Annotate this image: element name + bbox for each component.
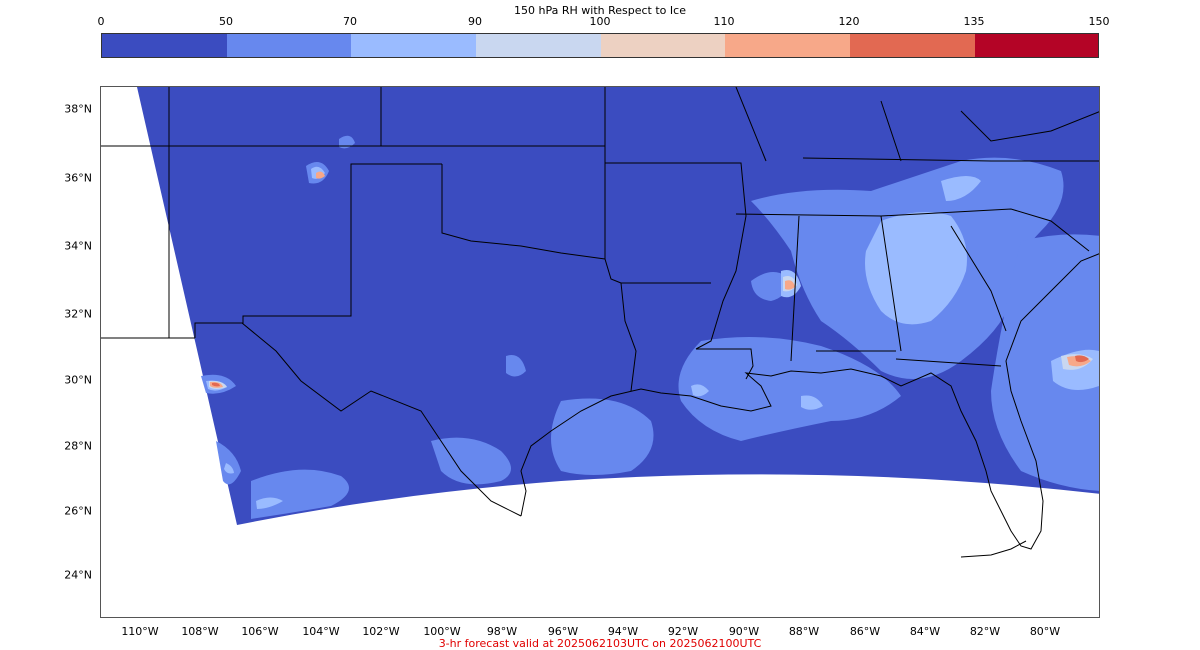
lon-label: 82°W xyxy=(969,625,1001,638)
rh-contours-120-plus xyxy=(212,355,1089,387)
colorbar-segment xyxy=(601,34,725,57)
coastline xyxy=(520,253,1099,558)
lon-label: 80°W xyxy=(1029,625,1061,638)
lat-label: 36°N xyxy=(64,171,92,185)
colorbar-segment xyxy=(725,34,850,57)
lat-label: 32°N xyxy=(64,307,92,321)
colorbar-segment xyxy=(227,34,351,57)
lon-label: 106°W xyxy=(241,625,279,638)
colorbar-tick: 70 xyxy=(343,15,357,28)
lat-label: 28°N xyxy=(64,439,92,453)
lon-label: 110°W xyxy=(121,625,159,638)
colorbar-tick: 90 xyxy=(468,15,482,28)
lon-label: 88°W xyxy=(788,625,820,638)
colorbar-tick: 110 xyxy=(713,15,735,28)
state-boundaries xyxy=(101,87,1099,517)
lon-label: 102°W xyxy=(362,625,400,638)
lon-label: 92°W xyxy=(667,625,699,638)
lon-label: 100°W xyxy=(423,625,461,638)
rh-contours-50-70 xyxy=(201,135,1099,519)
lon-label: 90°W xyxy=(728,625,760,638)
colorbar-tick: 135 xyxy=(963,15,985,28)
lon-label: 104°W xyxy=(302,625,340,638)
colorbar-segment xyxy=(975,34,1098,57)
colorbar xyxy=(101,33,1099,58)
lon-label: 86°W xyxy=(849,625,881,638)
lon-label: 98°W xyxy=(486,625,518,638)
colorbar-segment xyxy=(351,34,476,57)
colorbar-title: 150 hPa RH with Respect to Ice xyxy=(514,4,686,17)
lat-label: 38°N xyxy=(64,102,92,116)
lat-label: 34°N xyxy=(64,239,92,253)
lat-label: 30°N xyxy=(64,373,92,387)
lat-label: 26°N xyxy=(64,504,92,518)
lon-label: 84°W xyxy=(909,625,941,638)
colorbar-tick: 50 xyxy=(219,15,233,28)
forecast-valid-caption: 3-hr forecast valid at 2025062103UTC on … xyxy=(438,637,762,650)
colorbar-segment xyxy=(850,34,975,57)
lon-label: 96°W xyxy=(547,625,579,638)
colorbar-tick: 120 xyxy=(838,15,860,28)
colorbar-tick: 150 xyxy=(1088,15,1110,28)
map-canvas xyxy=(101,87,1099,558)
map-panel[interactable] xyxy=(100,86,1100,618)
colorbar-segment xyxy=(476,34,601,57)
colorbar-segment xyxy=(102,34,227,57)
lon-label: 94°W xyxy=(607,625,639,638)
colorbar-tick: 0 xyxy=(97,15,105,28)
colorbar-tick: 100 xyxy=(589,15,611,28)
lat-label: 24°N xyxy=(64,568,92,582)
lon-label: 108°W xyxy=(181,625,219,638)
rh-contours-70-90 xyxy=(206,166,1099,509)
